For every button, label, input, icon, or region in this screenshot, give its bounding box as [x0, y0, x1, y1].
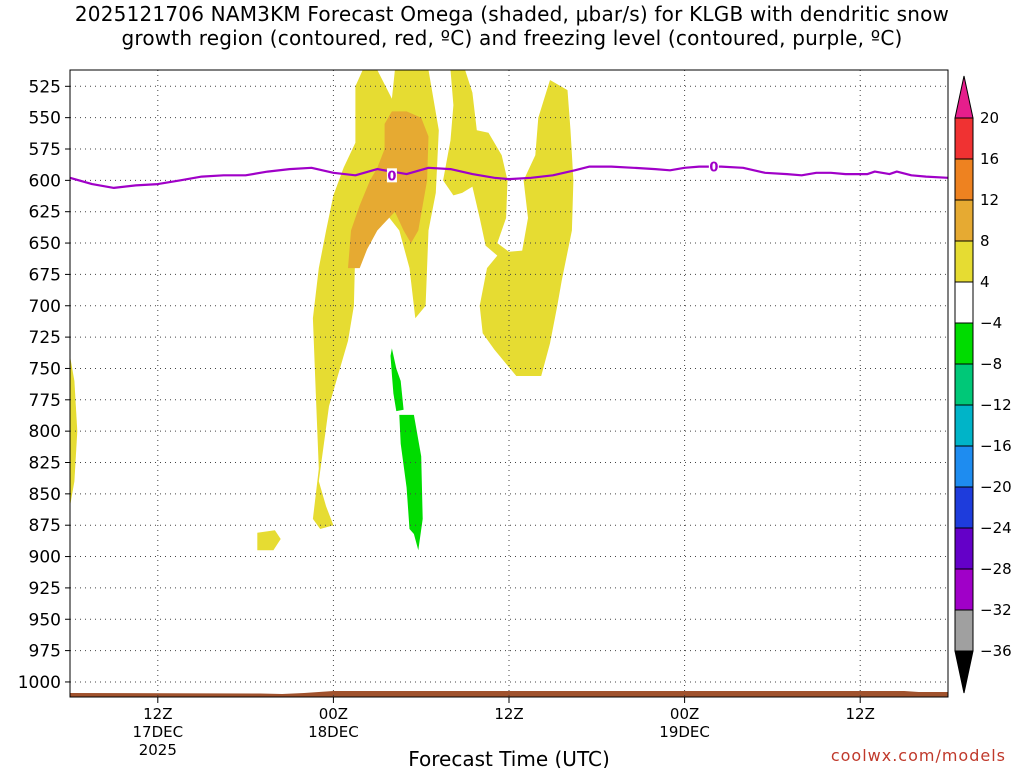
y-tick-label-700: 700	[29, 297, 61, 317]
chart-title-line-1: 2025121706 NAM3KM Forecast Omega (shaded…	[74, 2, 950, 26]
x-tick-label-42: 00Z	[670, 705, 699, 723]
y-tick-label-625: 625	[29, 203, 61, 223]
y-tick-label-725: 725	[29, 328, 61, 348]
colorbar-label-2: 12	[980, 191, 999, 209]
x-tick-date-18: 18DEC	[308, 723, 359, 741]
colorbar-bin-10	[954, 527, 974, 570]
colorbar-label-11: −28	[980, 560, 1012, 578]
colorbar-bin-2	[954, 199, 974, 242]
colorbar-bin-4	[954, 281, 974, 324]
y-tick-label-825: 825	[29, 454, 61, 474]
y-tick-label-550: 550	[29, 109, 61, 129]
y-tick-label-975: 975	[29, 642, 61, 662]
colorbar-label-10: −24	[980, 519, 1012, 537]
freezing-label-bg-0	[386, 168, 397, 183]
colorbar-bin-11	[954, 568, 974, 611]
y-tick-label-950: 950	[29, 610, 61, 630]
y-tick-label-775: 775	[29, 391, 61, 411]
y-tick-label-850: 850	[29, 485, 61, 505]
y-tick-label-750: 750	[29, 359, 61, 379]
omega-region-0	[70, 355, 78, 507]
y-tick-label-600: 600	[29, 171, 61, 191]
y-tick-label-650: 650	[29, 234, 61, 254]
y-tick-label-525: 525	[29, 77, 61, 97]
freezing-level: 00	[70, 159, 948, 189]
y-tick-label-1000: 1000	[18, 673, 61, 693]
colorbar-bin-5	[954, 322, 974, 365]
x-tick-label-6: 12Z	[143, 705, 172, 723]
colorbar-label-8: −16	[980, 437, 1012, 455]
colorbar: 20 16 12 8 4 −4 −8 −12 −16 −20 −24 −28 −32 −36	[954, 75, 1012, 694]
colorbar-label-7: −12	[980, 396, 1012, 414]
colorbar-bin-3	[954, 240, 974, 283]
x-tick-label-18: 00Z	[319, 705, 348, 723]
colorbar-label-3: 8	[980, 232, 990, 250]
y-tick-label-900: 900	[29, 548, 61, 568]
terrain	[70, 691, 948, 697]
x-tick-date-42: 19DEC	[659, 723, 710, 741]
x-tick-year-6: 2025	[139, 741, 177, 759]
plot-border	[69, 69, 949, 698]
colorbar-label-6: −8	[980, 355, 1002, 373]
colorbar-label-5: −4	[980, 314, 1002, 332]
chart-title-line-2: growth region (contoured, red, ºC) and f…	[121, 26, 903, 50]
colorbar-bin-7	[954, 404, 974, 447]
omega-region-6	[399, 414, 423, 551]
omega-region-4	[348, 111, 429, 269]
freezing-level-line	[70, 165, 948, 189]
y-tick-label-925: 925	[29, 579, 61, 599]
plot-frame	[69, 69, 949, 698]
omega-region-3	[443, 70, 574, 376]
colorbar-label-0: 20	[980, 109, 999, 127]
y-tick-label-875: 875	[29, 516, 61, 536]
colorbar-label-9: −20	[980, 478, 1012, 496]
colorbar-bin-0	[954, 117, 974, 160]
terrain-fill	[70, 691, 948, 697]
x-tick-label-54: 12Z	[846, 705, 875, 723]
grid	[70, 70, 948, 697]
colorbar-bin-6	[954, 363, 974, 406]
colorbar-bin-12	[954, 609, 974, 652]
colorbar-bin-1	[954, 158, 974, 201]
x-axis-label: Forecast Time (UTC)	[408, 747, 610, 768]
omega-region-5	[390, 348, 404, 412]
omega-fills	[70, 70, 574, 551]
y-tick-label-800: 800	[29, 422, 61, 442]
x-tick-date-6: 17DEC	[133, 723, 184, 741]
omega-region-1	[257, 530, 281, 551]
colorbar-label-1: 16	[980, 150, 999, 168]
colorbar-bottom-arrow	[954, 650, 974, 694]
colorbar-bin-8	[954, 445, 974, 488]
colorbar-top-arrow	[954, 75, 974, 119]
y-tick-label-575: 575	[29, 140, 61, 160]
colorbar-label-4: 4	[980, 273, 990, 291]
freezing-level-label-0: 0	[387, 169, 396, 184]
watermark: coolwx.com/models	[830, 746, 1006, 765]
colorbar-bin-9	[954, 486, 974, 529]
freezing-label-bg-1	[708, 159, 719, 174]
colorbar-label-12: −32	[980, 601, 1012, 619]
y-axis: 525 550 575 600 625 650 675 700 725 750 775 800 825 8…	[18, 77, 70, 693]
y-tick-label-675: 675	[29, 265, 61, 285]
x-tick-label-30: 12Z	[494, 705, 523, 723]
colorbar-label-13: −36	[980, 642, 1012, 660]
freezing-level-label-1: 0	[709, 161, 718, 176]
